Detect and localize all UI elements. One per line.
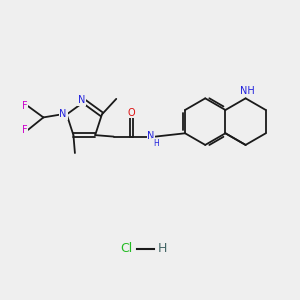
- Text: N: N: [59, 109, 67, 119]
- Text: N: N: [147, 131, 155, 141]
- Text: Cl: Cl: [120, 242, 132, 255]
- Text: NH: NH: [240, 86, 254, 96]
- Text: N: N: [78, 95, 85, 105]
- Text: H: H: [153, 139, 159, 148]
- Text: F: F: [22, 101, 28, 111]
- Text: O: O: [128, 108, 135, 118]
- Text: H: H: [157, 242, 167, 255]
- Text: F: F: [22, 125, 28, 135]
